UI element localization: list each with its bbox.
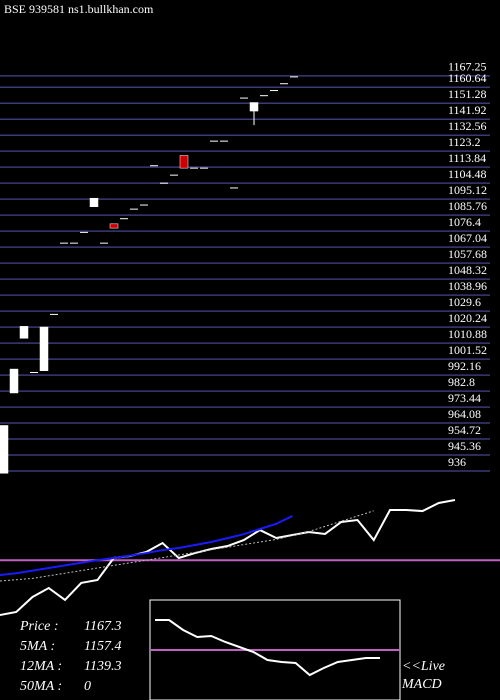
readout-label: 12MA : (20, 659, 62, 674)
y-tick-label: 1010.88 (448, 327, 487, 341)
y-tick-label: 1160.64 (448, 71, 487, 85)
macd-title: MACD (401, 677, 442, 692)
candle-body (109, 223, 119, 229)
readout-value: 1167.3 (84, 619, 121, 634)
readout-value: 1157.4 (84, 639, 121, 654)
y-tick-label: 1167.25 (448, 60, 487, 74)
indicator-line (0, 515, 293, 577)
y-tick-label: 1104.48 (448, 167, 487, 181)
y-tick-label: 1141.92 (448, 103, 487, 117)
readout-label: Price : (19, 619, 58, 634)
y-tick-label: 954.72 (448, 423, 481, 437)
y-tick-label: 1113.84 (448, 151, 486, 165)
y-tick-label: 1067.04 (448, 231, 487, 245)
y-tick-label: 1095.12 (448, 183, 487, 197)
y-tick-label: 1048.32 (448, 263, 487, 277)
candle-body (39, 326, 49, 372)
y-tick-label: 1085.76 (448, 199, 487, 213)
y-tick-label: 1151.28 (448, 87, 487, 101)
indicator-line (155, 619, 380, 677)
readout-value: 1139.3 (84, 659, 121, 674)
y-tick-label: 1057.68 (448, 247, 487, 261)
candle-body (0, 425, 9, 474)
readout-label: 50MA : (20, 679, 62, 694)
y-tick-label: 964.08 (448, 407, 481, 421)
y-tick-label: 1123.2 (448, 135, 481, 149)
y-tick-label: 945.36 (448, 439, 481, 453)
chart-title: BSE 939581 ns1.bullkhan.com (4, 2, 154, 16)
indicator-line (0, 510, 374, 582)
y-tick-label: 936 (448, 455, 466, 469)
y-tick-label: 1020.24 (448, 311, 487, 325)
candle-body (249, 102, 259, 112)
macd-subtitle: <<Live (402, 659, 445, 674)
y-tick-label: 973.44 (448, 391, 481, 405)
readout-value: 0 (84, 679, 91, 694)
candle-body (19, 326, 29, 339)
readout-label: 5MA : (20, 639, 55, 654)
y-tick-label: 1038.96 (448, 279, 487, 293)
y-tick-label: 982.8 (448, 375, 475, 389)
indicator-line (0, 499, 456, 617)
candle-body (9, 368, 19, 394)
y-tick-label: 1029.6 (448, 295, 481, 309)
y-tick-label: 1132.56 (448, 119, 487, 133)
y-tick-label: 992.16 (448, 359, 481, 373)
candle-body (89, 197, 99, 207)
y-tick-label: 1076.4 (448, 215, 481, 229)
y-tick-label: 1001.52 (448, 343, 487, 357)
candle-body (179, 155, 189, 169)
